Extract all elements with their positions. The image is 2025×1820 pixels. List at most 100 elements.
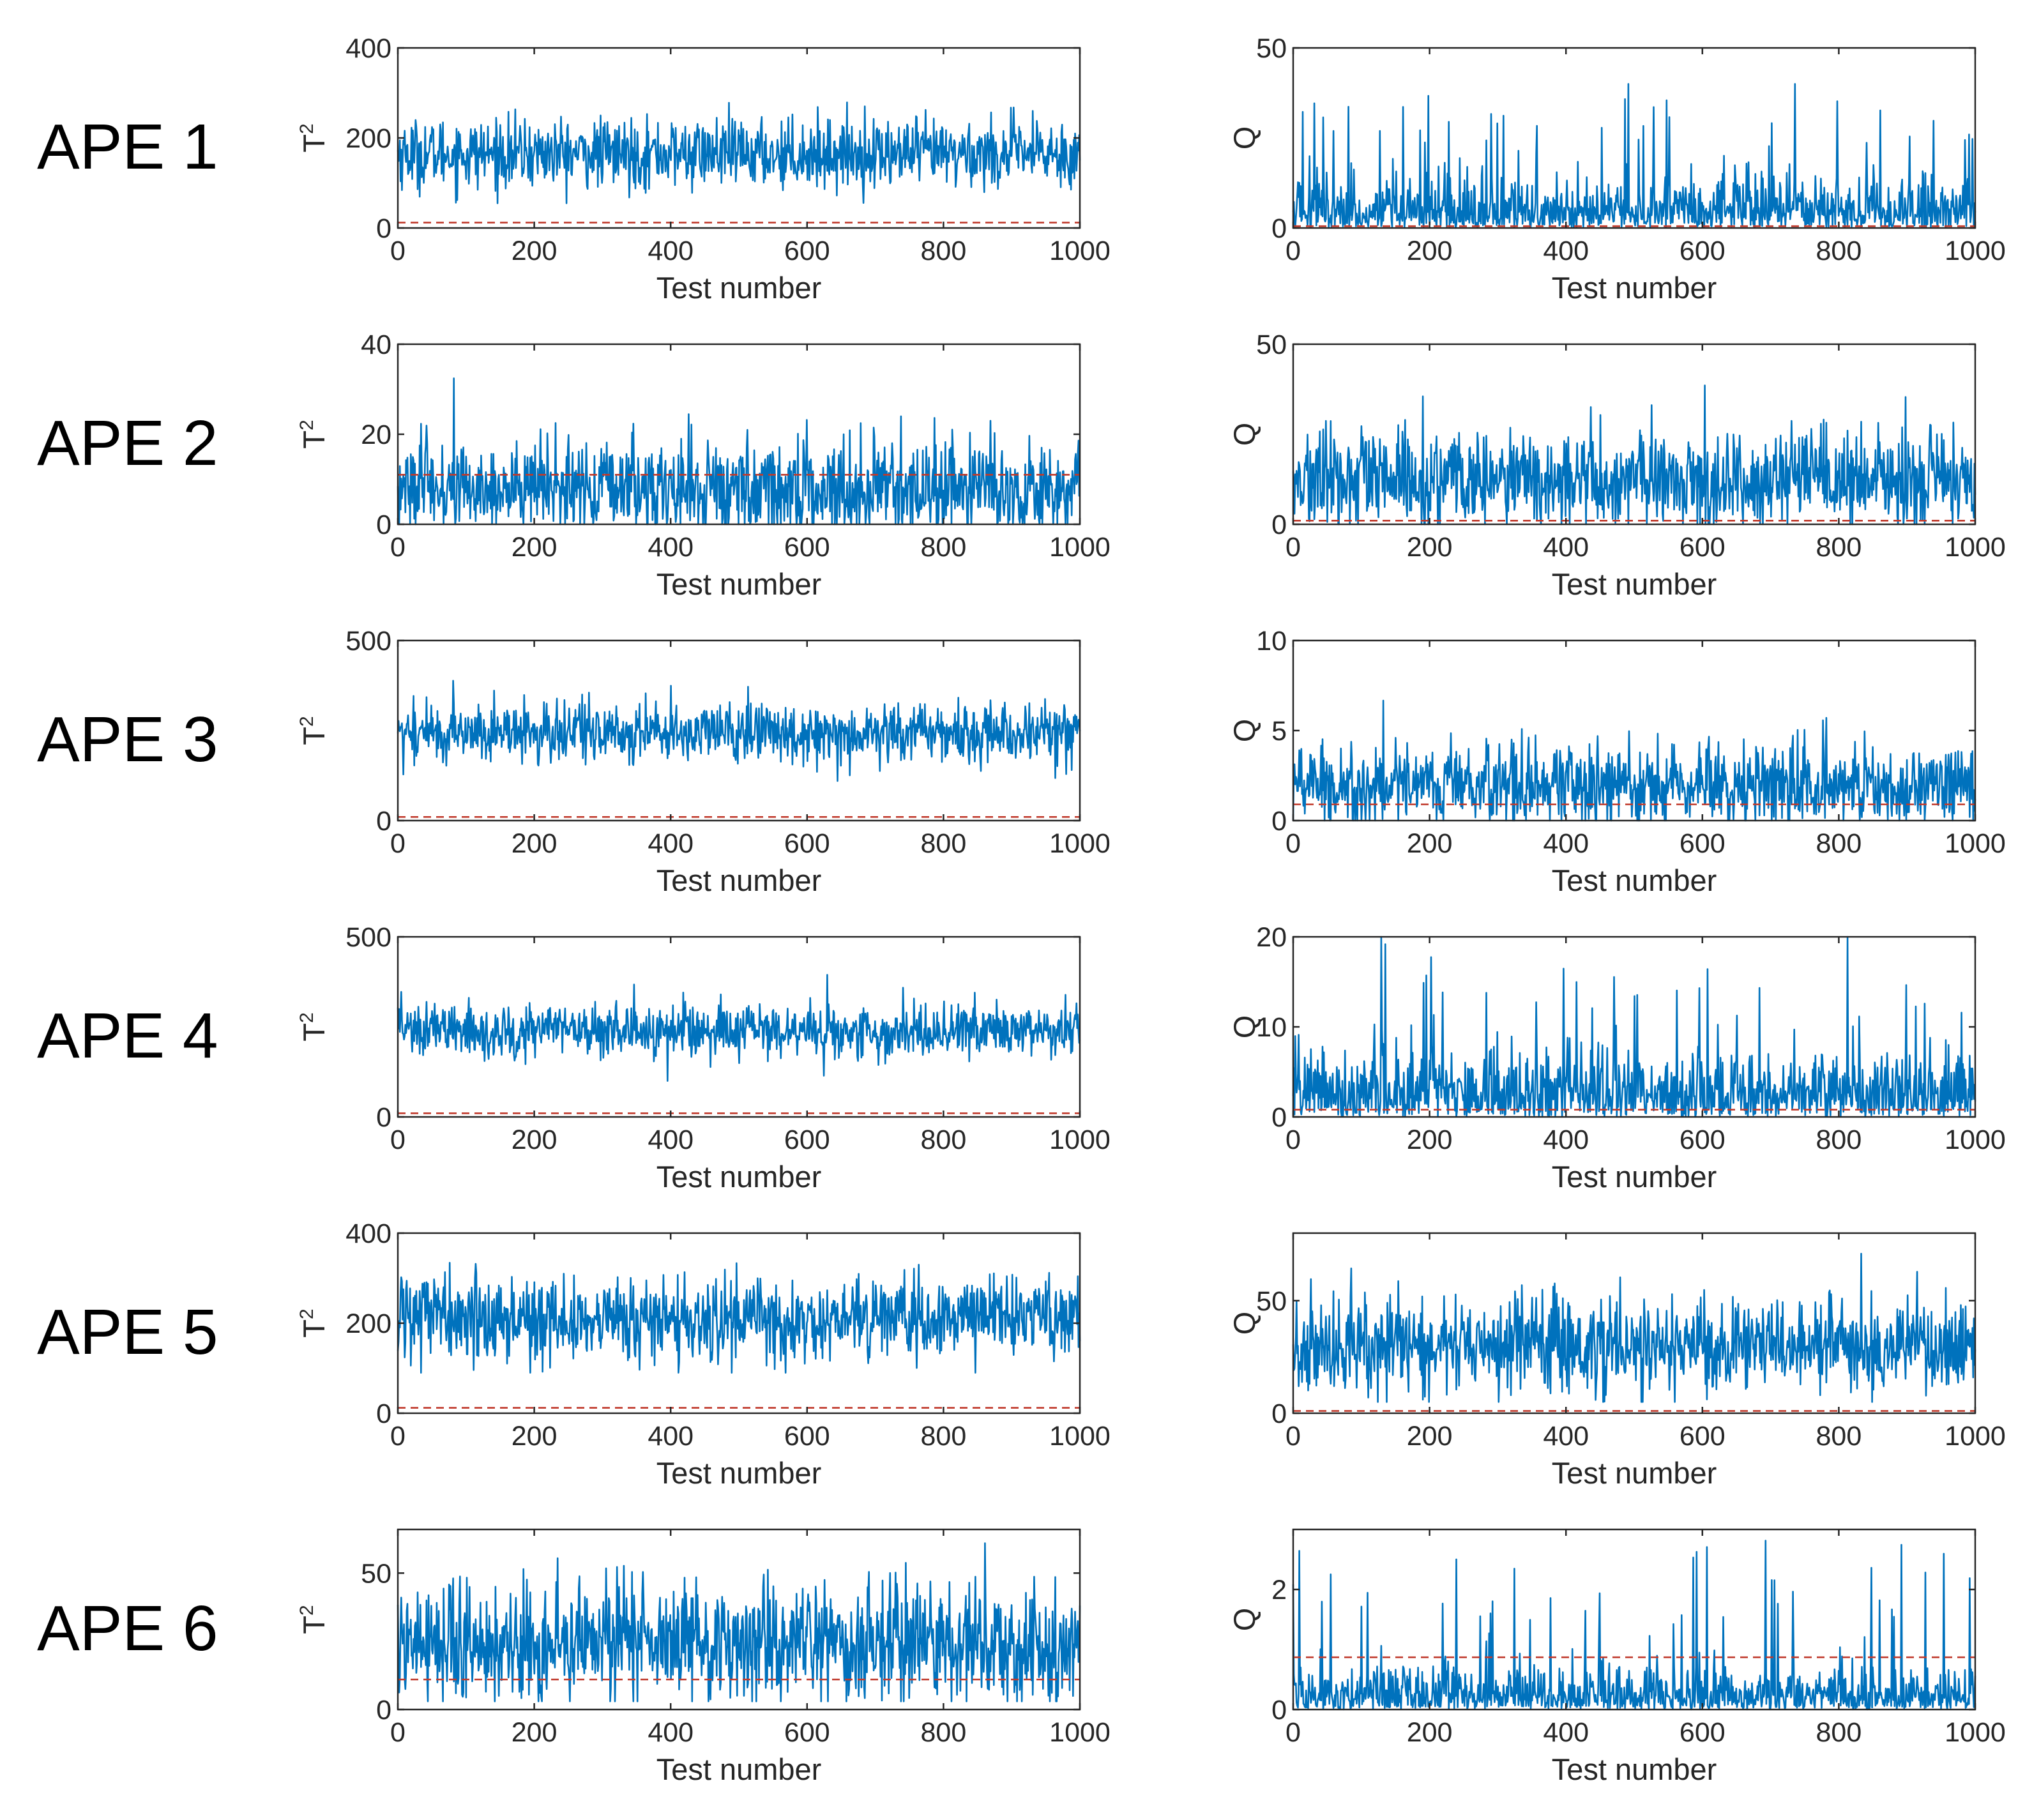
y-tick-label: 400 — [345, 1218, 391, 1249]
x-tick-label: 400 — [648, 532, 694, 563]
y-axis-label: T2 — [296, 1012, 331, 1041]
x-tick-label: 600 — [1680, 236, 1725, 266]
plot-frame — [397, 639, 1081, 822]
panel-2-q: 0 200 400 600 800 1000 0 50 Test number Q — [1227, 330, 2006, 601]
x-tick-label: 800 — [921, 1125, 967, 1155]
panel-2-t2: 0 200 400 600 800 1000 0 20 40 Test number T2 — [296, 330, 1111, 601]
x-tick-label: 600 — [784, 1125, 830, 1155]
x-tick-label: 200 — [1407, 1421, 1453, 1452]
y-axis-label: Q — [1227, 1015, 1261, 1039]
plot-frame — [1292, 47, 1976, 229]
x-tick-label: 600 — [1680, 532, 1725, 563]
x-tick-label: 600 — [784, 828, 830, 859]
y-tick-label: 0 — [376, 1695, 391, 1725]
x-tick-label: 800 — [1816, 1421, 1862, 1452]
y-axis-label: Q — [1227, 126, 1261, 150]
y-tick-label: 0 — [376, 1399, 391, 1429]
y-axis-label: T2 — [296, 1605, 331, 1634]
x-tick-label: 800 — [1816, 1717, 1862, 1748]
y-tick-label: 0 — [1271, 1399, 1287, 1429]
series-line-t2 — [397, 1262, 1081, 1374]
x-tick-label: 200 — [512, 1125, 557, 1155]
series-line-q — [1292, 1252, 1976, 1403]
x-tick-label: 0 — [390, 828, 406, 859]
x-axis-label: Test number — [656, 1160, 822, 1194]
panel-6-t2: 0 200 400 600 800 1000 0 50 Test number T2 — [296, 1528, 1111, 1786]
x-axis-label: Test number — [656, 271, 822, 305]
y-axis-label: T2 — [296, 716, 331, 745]
y-tick-label: 20 — [1256, 922, 1287, 953]
y-axis-label: Q — [1227, 1312, 1261, 1335]
x-tick-label: 200 — [1407, 1717, 1453, 1748]
x-tick-label: 400 — [648, 236, 694, 266]
panel-4-t2: 0 200 400 600 800 1000 0 500 Test number T2 — [296, 922, 1111, 1194]
series-line-q — [1292, 936, 1976, 1118]
y-tick-label: 20 — [361, 420, 391, 450]
x-tick-label: 600 — [1680, 1421, 1725, 1452]
series-line-t2 — [397, 974, 1081, 1082]
x-tick-label: 400 — [648, 1125, 694, 1155]
x-axis-label: Test number — [656, 1752, 822, 1786]
row-label: APE 2 — [37, 407, 218, 479]
y-axis-label: T2 — [296, 420, 331, 448]
y-tick-label: 0 — [376, 213, 391, 244]
x-tick-label: 800 — [1816, 532, 1862, 563]
panel-6-q: 0 200 400 600 800 1000 0 2 Test number Q — [1227, 1528, 2006, 1786]
x-tick-label: 400 — [1543, 1125, 1589, 1155]
x-tick-label: 1000 — [1945, 828, 2006, 859]
x-axis-label: Test number — [1552, 1456, 1717, 1490]
panel-1-q: 0 200 400 600 800 1000 0 50 Test number Q — [1227, 33, 2006, 305]
x-tick-label: 0 — [390, 1125, 406, 1155]
x-tick-label: 400 — [1543, 1421, 1589, 1452]
row-label: APE 3 — [37, 704, 218, 775]
row-label: APE 6 — [37, 1593, 218, 1664]
x-axis-label: Test number — [656, 1456, 822, 1490]
row-label: APE 1 — [37, 111, 218, 183]
plot-frame — [1292, 343, 1976, 526]
x-tick-label: 200 — [1407, 828, 1453, 859]
y-axis-label: Q — [1227, 719, 1261, 743]
x-tick-label: 0 — [1286, 1717, 1301, 1748]
series-line-q — [1292, 699, 1976, 822]
x-tick-label: 0 — [1286, 1421, 1301, 1452]
x-tick-label: 1000 — [1945, 1421, 2006, 1452]
x-tick-label: 1000 — [1049, 532, 1111, 563]
x-axis-label: Test number — [1552, 1160, 1717, 1194]
x-tick-label: 400 — [1543, 1717, 1589, 1748]
y-tick-label: 5 — [1271, 716, 1287, 747]
y-tick-label: 10 — [1256, 626, 1287, 656]
x-tick-label: 1000 — [1945, 236, 2006, 266]
panel-5-q: 0 200 400 600 800 1000 0 50 Test number Q — [1227, 1232, 2006, 1490]
x-tick-label: 400 — [648, 828, 694, 859]
y-tick-label: 200 — [345, 123, 391, 154]
x-tick-label: 200 — [512, 1717, 557, 1748]
plot-frame — [1292, 1232, 1976, 1414]
x-tick-label: 600 — [1680, 828, 1725, 859]
y-tick-label: 10 — [1256, 1012, 1287, 1043]
x-tick-label: 600 — [784, 532, 830, 563]
x-axis-label: Test number — [1552, 271, 1717, 305]
plot-frame — [1292, 1528, 1976, 1711]
x-tick-label: 200 — [512, 236, 557, 266]
y-tick-label: 0 — [1271, 806, 1287, 837]
y-tick-label: 50 — [1256, 330, 1287, 360]
x-tick-label: 1000 — [1049, 1421, 1111, 1452]
x-tick-label: 1000 — [1049, 1717, 1111, 1748]
x-tick-label: 0 — [1286, 828, 1301, 859]
x-tick-label: 200 — [1407, 236, 1453, 266]
x-tick-label: 0 — [1286, 1125, 1301, 1155]
x-tick-label: 800 — [921, 236, 967, 266]
x-tick-label: 1000 — [1049, 828, 1111, 859]
x-tick-label: 600 — [784, 1717, 830, 1748]
x-tick-label: 200 — [512, 1421, 557, 1452]
y-axis-label: Q — [1227, 1608, 1261, 1632]
x-tick-label: 200 — [512, 828, 557, 859]
y-tick-label: 400 — [345, 33, 391, 64]
y-tick-label: 200 — [345, 1308, 391, 1339]
series-line-t2 — [397, 377, 1081, 526]
y-tick-label: 2 — [1271, 1575, 1287, 1605]
x-tick-label: 800 — [921, 1717, 967, 1748]
x-tick-label: 200 — [1407, 532, 1453, 563]
y-tick-label: 50 — [361, 1558, 391, 1589]
